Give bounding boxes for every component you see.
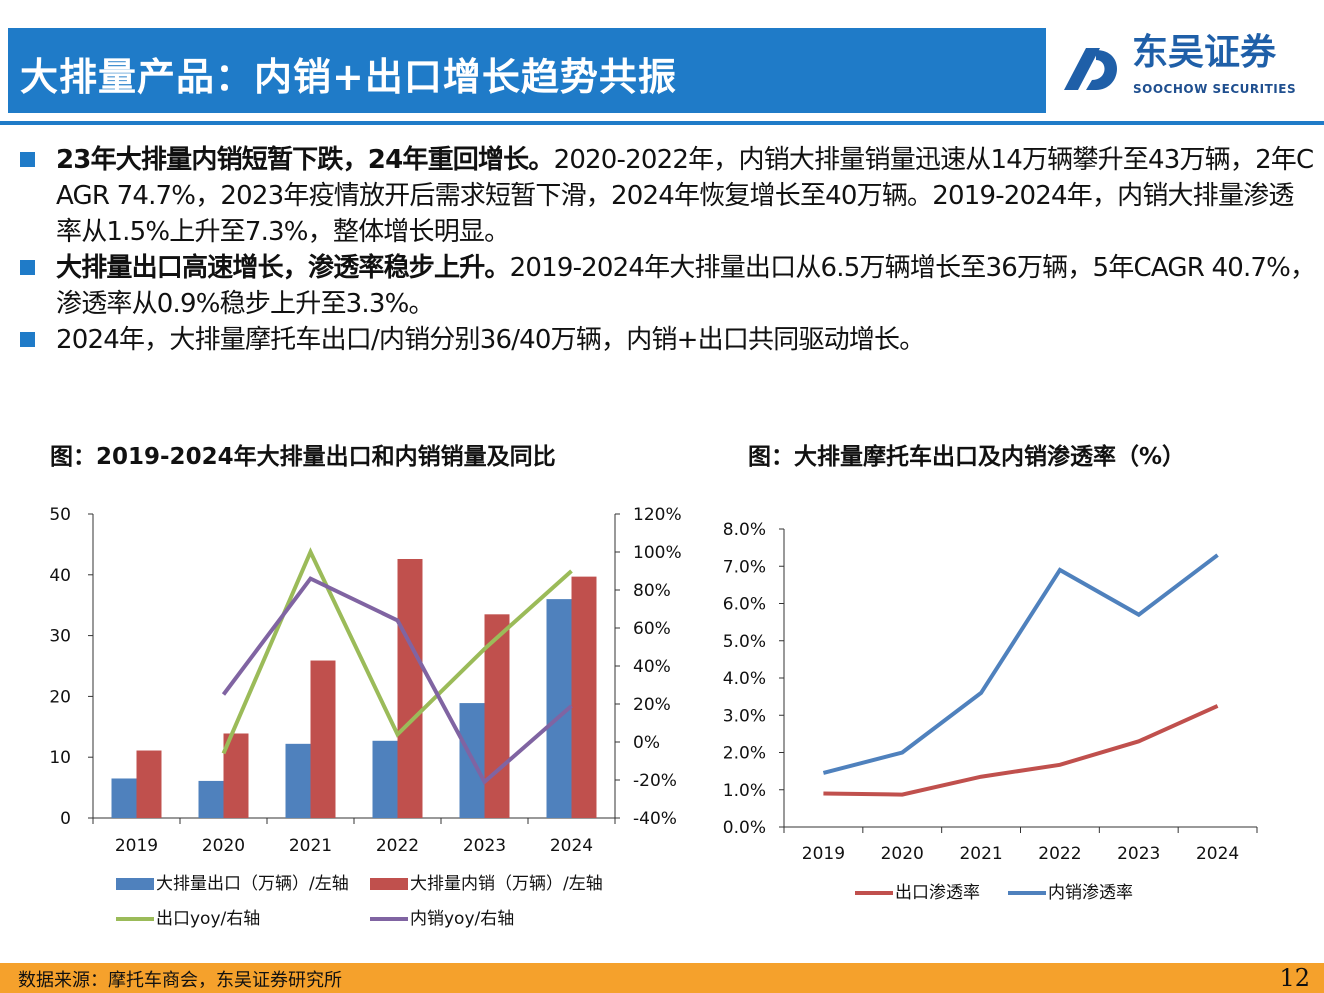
legend-label: 内销渗透率 bbox=[1048, 883, 1133, 903]
data-source: 数据来源：摩托车商会，东吴证券研究所 bbox=[18, 970, 342, 991]
slide-header: 大排量产品：内销+出口增长趋势共振 bbox=[8, 28, 1046, 113]
y-tick-label: 10 bbox=[49, 748, 71, 768]
x-tick-label: 2022 bbox=[1038, 844, 1081, 864]
logo-text-cn: 东吴证券 bbox=[1132, 32, 1277, 73]
x-tick-label: 2021 bbox=[959, 844, 1002, 864]
bullet-item: 23年大排量内销短暂下跌，24年重回增长。2020-2022年，内销大排量销量迅… bbox=[16, 142, 1316, 250]
y-tick-label: 30 bbox=[49, 627, 71, 647]
bullet-heading: 23年大排量内销短暂下跌，24年重回增长。 bbox=[56, 145, 554, 175]
legend-swatch bbox=[116, 917, 154, 921]
legend-label: 大排量出口（万辆）/左轴 bbox=[156, 874, 349, 894]
y-tick-label: 8.0% bbox=[723, 520, 766, 540]
domestic-yoy-line bbox=[221, 576, 573, 786]
y2-tick-label: 60% bbox=[633, 619, 671, 639]
logo-mark-icon bbox=[1064, 48, 1118, 90]
y2-tick-label: 120% bbox=[633, 505, 682, 525]
chart2-title: 图：大排量摩托车出口及内销渗透率（%） bbox=[748, 439, 1186, 471]
page-number: 12 bbox=[1279, 964, 1310, 992]
y2-tick-label: -40% bbox=[633, 809, 677, 829]
legend-item: 大排量出口（万辆）/左轴 bbox=[116, 874, 349, 894]
x-tick-label: 2023 bbox=[463, 836, 506, 856]
y2-tick-label: 20% bbox=[633, 695, 671, 715]
export-sales-bar bbox=[285, 743, 311, 818]
y-tick-label: 7.0% bbox=[723, 557, 766, 577]
y-tick-label: 1.0% bbox=[723, 781, 766, 801]
legend-label: 大排量内销（万辆）/左轴 bbox=[410, 874, 603, 894]
legend-item: 内销渗透率 bbox=[1008, 883, 1133, 903]
export-sales-bar bbox=[546, 599, 572, 818]
bullet-item: 大排量出口高速增长，渗透率稳步上升。2019-2024年大排量出口从6.5万辆增… bbox=[16, 250, 1316, 322]
export-yoy-line bbox=[221, 547, 573, 755]
domestic-sales-bar bbox=[136, 750, 162, 818]
domestic-sales-bar bbox=[223, 733, 249, 818]
domestic-sales-bar bbox=[397, 558, 423, 818]
y2-tick-label: 80% bbox=[633, 581, 671, 601]
y2-tick-label: 100% bbox=[633, 543, 682, 563]
legend-label: 出口渗透率 bbox=[895, 883, 980, 903]
bullet-text: 2024年，大排量摩托车出口/内销分别36/40万辆，内销+出口共同驱动增长。 bbox=[56, 325, 925, 355]
bullet-square-icon bbox=[20, 332, 35, 347]
legend-item: 出口yoy/右轴 bbox=[116, 909, 260, 929]
domestic-sales-bar bbox=[310, 660, 336, 818]
x-tick-label: 2024 bbox=[550, 836, 593, 856]
x-tick-label: 2023 bbox=[1117, 844, 1160, 864]
legend-swatch bbox=[855, 891, 893, 895]
bullet-square-icon bbox=[20, 152, 35, 167]
export-sales-bar bbox=[111, 778, 137, 818]
x-tick-label: 2022 bbox=[376, 836, 419, 856]
x-tick-label: 2021 bbox=[289, 836, 332, 856]
y2-tick-label: 40% bbox=[633, 657, 671, 677]
header-rule bbox=[0, 121, 1324, 125]
y-tick-label: 40 bbox=[49, 566, 71, 586]
company-logo: 东吴证券 SOOCHOW SECURITIES bbox=[1056, 32, 1306, 100]
legend-label: 内销yoy/右轴 bbox=[410, 909, 515, 929]
legend-item: 出口渗透率 bbox=[855, 883, 980, 903]
y-tick-label: 3.0% bbox=[723, 706, 766, 726]
export-sales-bar bbox=[372, 740, 398, 818]
export-sales-bar bbox=[459, 703, 485, 818]
slide-title: 大排量产品：内销+出口增长趋势共振 bbox=[20, 55, 677, 99]
domestic-sales-bar bbox=[571, 576, 597, 818]
x-tick-label: 2024 bbox=[1196, 844, 1239, 864]
y-tick-label: 2.0% bbox=[723, 744, 766, 764]
x-tick-label: 2020 bbox=[202, 836, 245, 856]
legend-swatch bbox=[370, 917, 408, 921]
export-penetration-line bbox=[823, 704, 1219, 797]
legend-swatch bbox=[1008, 891, 1046, 895]
bullet-list: 23年大排量内销短暂下跌，24年重回增长。2020-2022年，内销大排量销量迅… bbox=[16, 142, 1316, 358]
legend-label: 出口yoy/右轴 bbox=[156, 909, 261, 929]
bullet-heading: 大排量出口高速增长，渗透率稳步上升。 bbox=[56, 253, 510, 283]
y2-tick-label: 0% bbox=[633, 733, 660, 753]
y-tick-label: 50 bbox=[49, 505, 71, 525]
y-tick-label: 6.0% bbox=[723, 595, 766, 615]
legend-swatch bbox=[116, 878, 154, 890]
bullet-text: 2020-2022年，内销大排量销量迅速从14万辆攀升至43万辆，2年CAGR … bbox=[56, 145, 1314, 247]
bullet-square-icon bbox=[20, 260, 35, 275]
y-tick-label: 0.0% bbox=[723, 818, 766, 838]
y-tick-label: 20 bbox=[49, 687, 71, 707]
bullet-text: 2019-2024年大排量出口从6.5万辆增长至36万辆，5年CAGR 40.7… bbox=[56, 253, 1316, 319]
x-tick-label: 2019 bbox=[802, 844, 845, 864]
legend-swatch bbox=[370, 878, 408, 890]
domestic-sales-bar bbox=[484, 614, 510, 818]
y-tick-label: 4.0% bbox=[723, 669, 766, 689]
legend-item: 大排量内销（万辆）/左轴 bbox=[370, 874, 603, 894]
chart1-title: 图：2019-2024年大排量出口和内销销量及同比 bbox=[50, 439, 556, 471]
export-sales-bar bbox=[198, 780, 224, 818]
logo-text-en: SOOCHOW SECURITIES bbox=[1133, 82, 1297, 96]
domestic-penetration-line bbox=[822, 553, 1219, 775]
y2-tick-label: -20% bbox=[633, 771, 677, 791]
y-tick-label: 5.0% bbox=[723, 632, 766, 652]
footer-bar: 数据来源：摩托车商会，东吴证券研究所 12 bbox=[0, 963, 1324, 993]
x-tick-label: 2020 bbox=[881, 844, 924, 864]
y-tick-label: 0 bbox=[60, 809, 71, 829]
legend-item: 内销yoy/右轴 bbox=[370, 909, 514, 929]
bullet-item: 2024年，大排量摩托车出口/内销分别36/40万辆，内销+出口共同驱动增长。 bbox=[16, 322, 1316, 358]
x-tick-label: 2019 bbox=[115, 836, 158, 856]
